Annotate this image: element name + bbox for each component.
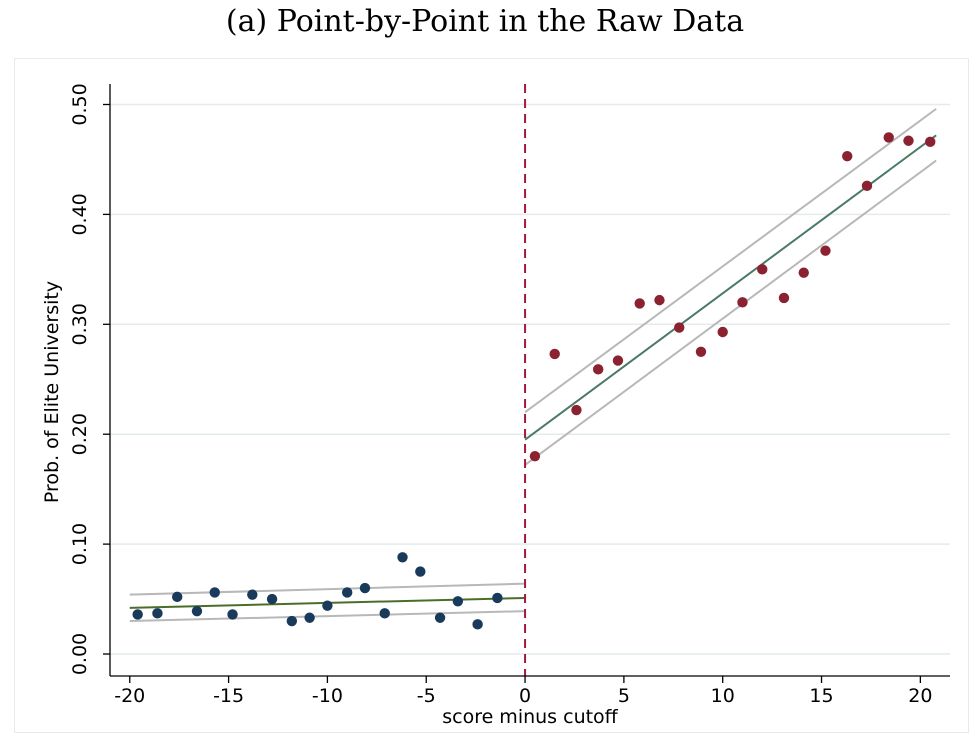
point-below-cutoff: [209, 587, 220, 598]
band-above-lower: [524, 159, 937, 466]
tick-labels: -20 -15 -10 -5 0 5 10 15 20 0.00 0.10 0.20 0.30 0.40 0…: [69, 83, 932, 707]
point-below-cutoff: [452, 596, 464, 607]
point-above-cutoff: [778, 292, 790, 304]
point-above-cutoff: [654, 294, 665, 306]
point-below-cutoff: [304, 612, 315, 623]
x-tick-label: 20: [908, 685, 932, 707]
y-tick-label: 0.50: [69, 83, 91, 125]
point-above-cutoff: [883, 132, 894, 143]
point-above-cutoff: [757, 264, 768, 275]
point-above-cutoff: [925, 136, 936, 148]
y-tick-label: 0.10: [69, 523, 91, 565]
point-below-cutoff: [132, 609, 143, 620]
point-above-cutoff: [903, 135, 914, 146]
point-below-cutoff: [322, 600, 333, 611]
point-below-cutoff: [492, 592, 503, 604]
point-above-cutoff: [634, 298, 645, 309]
x-tick-label: -15: [213, 685, 244, 707]
y-tick-label: 0.20: [69, 413, 91, 455]
x-tick-label: 10: [711, 685, 735, 707]
grid-lines: [110, 103, 950, 655]
y-tick-label: 0.40: [69, 193, 91, 235]
point-above-cutoff: [842, 150, 853, 162]
point-below-cutoff: [379, 608, 390, 619]
point-above-cutoff: [861, 180, 873, 192]
x-tick-label: -10: [312, 685, 343, 707]
point-below-cutoff: [191, 605, 203, 617]
x-tick-label: -20: [114, 685, 145, 707]
point-below-cutoff: [152, 608, 163, 619]
band-above-upper: [524, 108, 937, 414]
x-tick-label: 15: [809, 685, 833, 707]
point-below-cutoff: [434, 612, 446, 623]
point-below-cutoff: [341, 587, 353, 598]
data-points: [132, 132, 936, 630]
point-below-cutoff: [247, 589, 258, 600]
axes: [103, 84, 950, 683]
point-above-cutoff: [798, 267, 809, 278]
x-tick-label: 5: [618, 685, 630, 707]
y-tick-label: 0.00: [69, 633, 91, 675]
point-above-cutoff: [820, 245, 831, 256]
x-axis-title: score minus cutoff: [442, 706, 618, 728]
point-above-cutoff: [717, 326, 728, 338]
point-above-cutoff: [592, 364, 604, 375]
point-below-cutoff: [415, 566, 426, 577]
fit-lines: [129, 134, 937, 609]
point-below-cutoff: [227, 609, 238, 620]
point-above-cutoff: [612, 355, 624, 366]
x-tick-label: 0: [519, 685, 531, 707]
point-above-cutoff: [695, 346, 707, 357]
band-below-upper: [129, 582, 526, 596]
y-tick-label: 0.30: [69, 303, 91, 345]
fit-above-line: [524, 134, 937, 441]
point-above-cutoff: [737, 297, 748, 308]
point-below-cutoff: [172, 591, 183, 603]
point-above-cutoff: [571, 404, 582, 416]
chart-title: (a) Point-by-Point in the Raw Data: [225, 4, 745, 39]
point-below-cutoff: [286, 615, 298, 627]
point-below-cutoff: [266, 593, 278, 605]
band-below-lower: [129, 610, 526, 623]
confidence-bands: [129, 108, 937, 623]
point-below-cutoff: [359, 582, 371, 594]
point-below-cutoff: [397, 552, 408, 563]
point-above-cutoff: [529, 450, 541, 462]
point-above-cutoff: [549, 348, 560, 360]
x-tick-label: -5: [417, 685, 436, 707]
point-above-cutoff: [674, 322, 685, 333]
point-below-cutoff: [472, 619, 483, 630]
y-axis-title: Prob. of Elite University: [41, 281, 63, 503]
